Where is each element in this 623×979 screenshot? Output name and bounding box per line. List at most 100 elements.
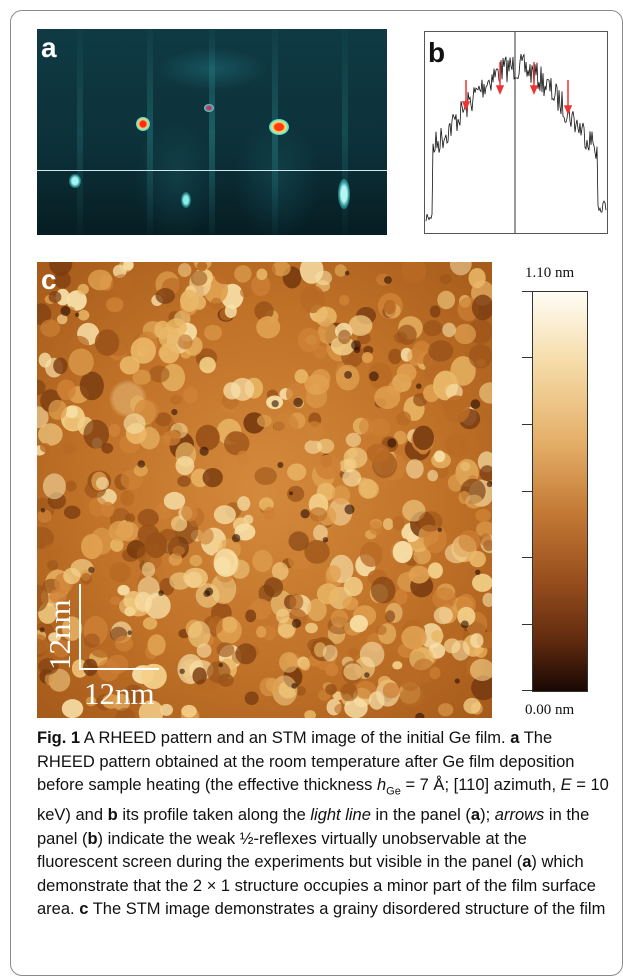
stm-grain bbox=[96, 476, 109, 490]
stm-grain bbox=[469, 658, 492, 681]
stm-grain bbox=[44, 672, 57, 686]
stm-grain bbox=[313, 345, 328, 360]
stm-pit bbox=[231, 534, 241, 543]
stm-grain bbox=[460, 461, 471, 472]
stm-grain bbox=[158, 326, 180, 348]
stm-pit bbox=[387, 438, 397, 448]
stm-pit bbox=[344, 270, 350, 276]
stm-grain bbox=[457, 606, 476, 626]
stm-grain bbox=[178, 263, 192, 278]
rheed-streak bbox=[77, 29, 83, 235]
stm-grain bbox=[326, 565, 342, 582]
stm-grain bbox=[325, 663, 339, 677]
stm-grain bbox=[342, 469, 362, 487]
stm-grain bbox=[90, 527, 113, 555]
stm-grain bbox=[132, 369, 151, 385]
stm-grain bbox=[147, 634, 166, 656]
stm-grain bbox=[345, 432, 362, 447]
stm-grain bbox=[256, 316, 281, 339]
stm-pit bbox=[75, 312, 80, 317]
stm-grain bbox=[37, 303, 52, 326]
stm-grain bbox=[304, 539, 330, 564]
stm-grain bbox=[235, 643, 257, 665]
stm-pit bbox=[437, 527, 442, 532]
rheed-streak bbox=[147, 29, 153, 235]
stm-grain bbox=[181, 503, 198, 522]
stm-grain bbox=[163, 491, 186, 510]
scale-bar-vertical bbox=[79, 584, 81, 670]
stm-grain bbox=[197, 526, 214, 545]
rheed-spot bbox=[136, 117, 150, 131]
stm-grain bbox=[155, 288, 175, 304]
colorbar-tick bbox=[522, 690, 532, 691]
stm-grain bbox=[38, 658, 59, 675]
stm-grain bbox=[471, 675, 492, 701]
stm-grain bbox=[38, 352, 52, 368]
stm-pit bbox=[205, 587, 214, 596]
stm-grain bbox=[195, 424, 220, 451]
stm-grain bbox=[216, 642, 235, 658]
stm-grain bbox=[172, 545, 185, 556]
stm-grain bbox=[368, 362, 392, 389]
stm-grain bbox=[170, 394, 183, 405]
stm-grain bbox=[256, 268, 268, 281]
stm-pit bbox=[127, 630, 133, 635]
stm-pit bbox=[158, 590, 164, 596]
caption-text: ) which demonstrate that the 2 × 1 struc… bbox=[37, 853, 596, 919]
stm-grain bbox=[469, 551, 486, 568]
caption-text: The RHEED pattern obtained at the room t… bbox=[37, 729, 575, 795]
stm-grain bbox=[192, 667, 207, 685]
stm-grain bbox=[202, 468, 223, 488]
stm-pit bbox=[344, 504, 355, 515]
stm-grain bbox=[266, 677, 279, 692]
stm-grain bbox=[108, 423, 121, 437]
stm-grain bbox=[277, 623, 295, 638]
stm-grain bbox=[149, 365, 170, 383]
stm-grain bbox=[361, 352, 373, 364]
stm-grain bbox=[83, 419, 110, 449]
stm-grain bbox=[187, 621, 211, 648]
rheed-streak bbox=[209, 29, 215, 235]
stm-grain bbox=[396, 363, 417, 383]
stm-grain bbox=[449, 262, 472, 276]
stm-grain bbox=[475, 508, 491, 522]
stm-grain bbox=[360, 480, 379, 499]
stm-grain bbox=[65, 405, 78, 419]
reflex-arrow-head bbox=[461, 101, 471, 111]
stm-grain bbox=[40, 442, 51, 453]
stm-grain bbox=[68, 348, 94, 376]
colorbar-tick bbox=[522, 624, 532, 625]
rheed-spot bbox=[269, 119, 289, 135]
stm-pit bbox=[277, 462, 284, 468]
stm-grain bbox=[56, 314, 68, 325]
stm-grain bbox=[479, 382, 492, 404]
stm-grain bbox=[468, 268, 486, 288]
stm-grain bbox=[394, 589, 408, 605]
stm-grain bbox=[443, 395, 470, 424]
caption-marker-a: a bbox=[510, 729, 520, 747]
stm-grain bbox=[222, 616, 238, 633]
colorbar-tick bbox=[522, 357, 532, 358]
stm-pit bbox=[88, 566, 95, 573]
stm-grain bbox=[289, 593, 304, 611]
stm-grain bbox=[383, 299, 396, 315]
stm-grain bbox=[109, 562, 131, 583]
stm-grain bbox=[400, 686, 424, 707]
reflex-arrows bbox=[461, 62, 573, 115]
stm-grain bbox=[234, 523, 256, 541]
stm-grain bbox=[402, 499, 426, 522]
stm-grain bbox=[439, 273, 452, 284]
stm-grain bbox=[137, 524, 160, 545]
stm-pit bbox=[475, 569, 481, 575]
stm-grain bbox=[262, 625, 276, 641]
reflex-arrow-head bbox=[563, 105, 573, 115]
stm-grain bbox=[317, 322, 338, 344]
stm-grain bbox=[287, 485, 305, 502]
colorbar-tick bbox=[522, 291, 532, 292]
profile-plot bbox=[424, 31, 608, 234]
stm-grain bbox=[162, 430, 181, 446]
stm-grain bbox=[94, 329, 120, 356]
stm-grain bbox=[196, 262, 208, 272]
stm-grain bbox=[359, 641, 385, 668]
stm-grain bbox=[300, 285, 326, 314]
